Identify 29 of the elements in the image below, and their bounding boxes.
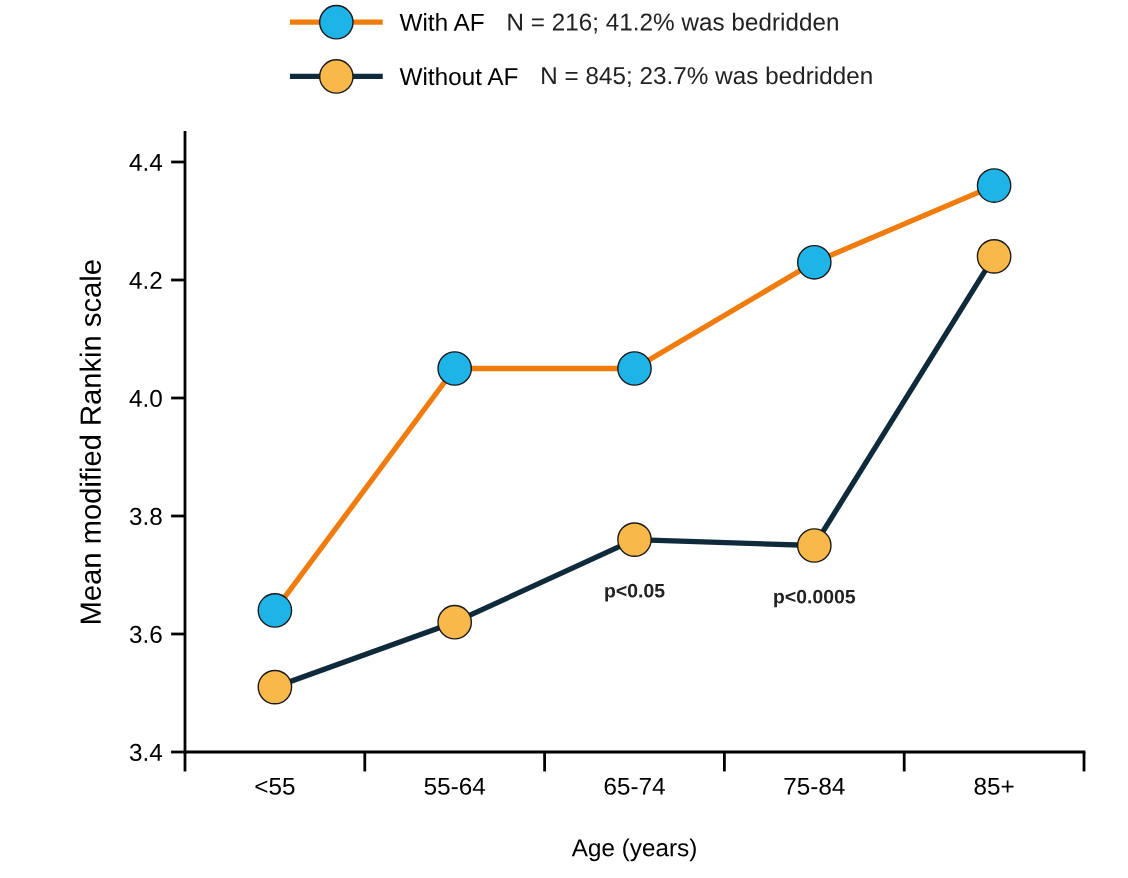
point [617, 351, 652, 386]
annotation: p<0.05 [605, 583, 665, 602]
legend-label: Without AF [399, 67, 518, 86]
point [437, 351, 473, 386]
x-tick-label: 65-74 [604, 777, 665, 795]
y-axis-title: Mean modified Rankin scale [79, 260, 101, 624]
y-tick-label: 3.6 [129, 625, 162, 644]
x-tick-label: 85+ [974, 777, 1014, 795]
y-tick-label: 4.4 [129, 154, 163, 171]
point [617, 522, 652, 557]
annotation: p<0.0005 [774, 589, 856, 608]
point [976, 239, 1012, 274]
point [257, 669, 293, 705]
text: N = 216; 41.2% was bedridden [508, 12, 838, 34]
point [796, 244, 832, 280]
x-axis-title: Age (years) [571, 838, 696, 862]
point [257, 593, 293, 628]
point [976, 168, 1012, 203]
point [796, 528, 832, 563]
y-tick-label: 4.0 [129, 389, 162, 408]
y-tick-label: 3.8 [129, 507, 162, 526]
point [437, 604, 473, 640]
legend-label: With AF [399, 13, 484, 31]
y-tick-label: 3.4 [129, 743, 163, 762]
x-tick-label: <55 [255, 777, 295, 795]
y-tick-label: 4.2 [129, 271, 162, 289]
x-tick-label: 75-84 [784, 777, 845, 795]
text: N = 845; 23.7% was bedridden [542, 66, 872, 88]
x-tick-label: 55-64 [424, 777, 486, 795]
